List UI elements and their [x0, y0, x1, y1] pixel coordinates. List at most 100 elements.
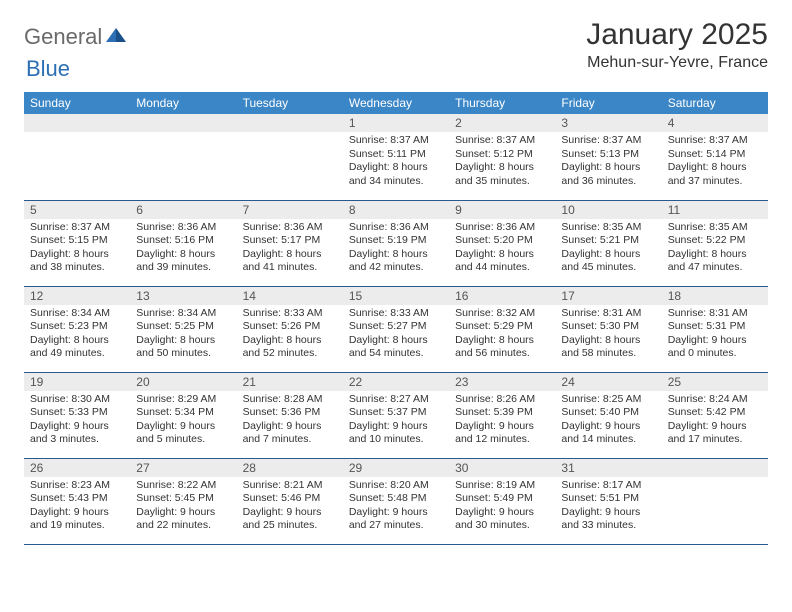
weekday-header: Saturday [662, 92, 768, 114]
day-details: Sunrise: 8:28 AMSunset: 5:36 PMDaylight:… [237, 391, 343, 452]
weekday-header: Sunday [24, 92, 130, 114]
day-number [130, 114, 236, 132]
day-number [662, 459, 768, 477]
calendar-cell: 30Sunrise: 8:19 AMSunset: 5:49 PMDayligh… [449, 458, 555, 544]
day-number: 17 [555, 287, 661, 305]
calendar-cell: 14Sunrise: 8:33 AMSunset: 5:26 PMDayligh… [237, 286, 343, 372]
calendar-cell: 15Sunrise: 8:33 AMSunset: 5:27 PMDayligh… [343, 286, 449, 372]
day-details: Sunrise: 8:20 AMSunset: 5:48 PMDaylight:… [343, 477, 449, 538]
day-number: 30 [449, 459, 555, 477]
day-number: 3 [555, 114, 661, 132]
day-details: Sunrise: 8:36 AMSunset: 5:16 PMDaylight:… [130, 219, 236, 280]
day-number: 29 [343, 459, 449, 477]
day-details: Sunrise: 8:37 AMSunset: 5:11 PMDaylight:… [343, 132, 449, 193]
day-details: Sunrise: 8:31 AMSunset: 5:31 PMDaylight:… [662, 305, 768, 366]
day-number: 16 [449, 287, 555, 305]
day-number: 11 [662, 201, 768, 219]
day-number: 2 [449, 114, 555, 132]
day-number: 19 [24, 373, 130, 391]
day-number: 24 [555, 373, 661, 391]
logo-mark-icon [106, 26, 128, 49]
day-number: 10 [555, 201, 661, 219]
day-number: 28 [237, 459, 343, 477]
day-number: 15 [343, 287, 449, 305]
calendar-cell: 1Sunrise: 8:37 AMSunset: 5:11 PMDaylight… [343, 114, 449, 200]
day-number: 13 [130, 287, 236, 305]
day-number [237, 114, 343, 132]
weekday-header: Tuesday [237, 92, 343, 114]
logo: General [24, 18, 130, 50]
calendar-cell [130, 114, 236, 200]
day-details: Sunrise: 8:22 AMSunset: 5:45 PMDaylight:… [130, 477, 236, 538]
day-number: 9 [449, 201, 555, 219]
calendar-body: 1Sunrise: 8:37 AMSunset: 5:11 PMDaylight… [24, 114, 768, 544]
day-details: Sunrise: 8:31 AMSunset: 5:30 PMDaylight:… [555, 305, 661, 366]
weekday-header: Thursday [449, 92, 555, 114]
calendar-cell: 22Sunrise: 8:27 AMSunset: 5:37 PMDayligh… [343, 372, 449, 458]
day-number: 23 [449, 373, 555, 391]
calendar-cell: 2Sunrise: 8:37 AMSunset: 5:12 PMDaylight… [449, 114, 555, 200]
day-details: Sunrise: 8:30 AMSunset: 5:33 PMDaylight:… [24, 391, 130, 452]
day-number: 22 [343, 373, 449, 391]
day-details: Sunrise: 8:37 AMSunset: 5:13 PMDaylight:… [555, 132, 661, 193]
day-number: 25 [662, 373, 768, 391]
calendar-week-row: 12Sunrise: 8:34 AMSunset: 5:23 PMDayligh… [24, 286, 768, 372]
calendar-cell: 25Sunrise: 8:24 AMSunset: 5:42 PMDayligh… [662, 372, 768, 458]
day-number: 4 [662, 114, 768, 132]
calendar-cell: 6Sunrise: 8:36 AMSunset: 5:16 PMDaylight… [130, 200, 236, 286]
day-details: Sunrise: 8:26 AMSunset: 5:39 PMDaylight:… [449, 391, 555, 452]
calendar-week-row: 1Sunrise: 8:37 AMSunset: 5:11 PMDaylight… [24, 114, 768, 200]
day-details: Sunrise: 8:33 AMSunset: 5:27 PMDaylight:… [343, 305, 449, 366]
calendar-cell: 5Sunrise: 8:37 AMSunset: 5:15 PMDaylight… [24, 200, 130, 286]
day-number: 6 [130, 201, 236, 219]
day-details: Sunrise: 8:19 AMSunset: 5:49 PMDaylight:… [449, 477, 555, 538]
calendar-cell: 20Sunrise: 8:29 AMSunset: 5:34 PMDayligh… [130, 372, 236, 458]
calendar-cell: 17Sunrise: 8:31 AMSunset: 5:30 PMDayligh… [555, 286, 661, 372]
logo-text-general: General [24, 24, 102, 50]
day-details: Sunrise: 8:24 AMSunset: 5:42 PMDaylight:… [662, 391, 768, 452]
day-number: 21 [237, 373, 343, 391]
weekday-header: Monday [130, 92, 236, 114]
calendar-cell: 7Sunrise: 8:36 AMSunset: 5:17 PMDaylight… [237, 200, 343, 286]
calendar-cell: 3Sunrise: 8:37 AMSunset: 5:13 PMDaylight… [555, 114, 661, 200]
day-number: 31 [555, 459, 661, 477]
day-number: 18 [662, 287, 768, 305]
calendar-week-row: 26Sunrise: 8:23 AMSunset: 5:43 PMDayligh… [24, 458, 768, 544]
calendar-table: SundayMondayTuesdayWednesdayThursdayFrid… [24, 92, 768, 545]
day-details: Sunrise: 8:37 AMSunset: 5:12 PMDaylight:… [449, 132, 555, 193]
day-details: Sunrise: 8:33 AMSunset: 5:26 PMDaylight:… [237, 305, 343, 366]
calendar-cell: 4Sunrise: 8:37 AMSunset: 5:14 PMDaylight… [662, 114, 768, 200]
weekday-header: Wednesday [343, 92, 449, 114]
day-details: Sunrise: 8:17 AMSunset: 5:51 PMDaylight:… [555, 477, 661, 538]
day-number: 26 [24, 459, 130, 477]
calendar-cell: 19Sunrise: 8:30 AMSunset: 5:33 PMDayligh… [24, 372, 130, 458]
calendar-cell: 9Sunrise: 8:36 AMSunset: 5:20 PMDaylight… [449, 200, 555, 286]
day-number: 1 [343, 114, 449, 132]
calendar-cell: 10Sunrise: 8:35 AMSunset: 5:21 PMDayligh… [555, 200, 661, 286]
calendar-cell: 24Sunrise: 8:25 AMSunset: 5:40 PMDayligh… [555, 372, 661, 458]
day-number [24, 114, 130, 132]
calendar-cell: 21Sunrise: 8:28 AMSunset: 5:36 PMDayligh… [237, 372, 343, 458]
day-number: 27 [130, 459, 236, 477]
calendar-cell: 13Sunrise: 8:34 AMSunset: 5:25 PMDayligh… [130, 286, 236, 372]
day-details: Sunrise: 8:21 AMSunset: 5:46 PMDaylight:… [237, 477, 343, 538]
calendar-cell: 31Sunrise: 8:17 AMSunset: 5:51 PMDayligh… [555, 458, 661, 544]
calendar-week-row: 19Sunrise: 8:30 AMSunset: 5:33 PMDayligh… [24, 372, 768, 458]
day-details: Sunrise: 8:25 AMSunset: 5:40 PMDaylight:… [555, 391, 661, 452]
calendar-cell: 18Sunrise: 8:31 AMSunset: 5:31 PMDayligh… [662, 286, 768, 372]
weekday-header: Friday [555, 92, 661, 114]
day-number: 14 [237, 287, 343, 305]
day-details: Sunrise: 8:35 AMSunset: 5:22 PMDaylight:… [662, 219, 768, 280]
day-number: 8 [343, 201, 449, 219]
weekday-header-row: SundayMondayTuesdayWednesdayThursdayFrid… [24, 92, 768, 114]
day-details: Sunrise: 8:32 AMSunset: 5:29 PMDaylight:… [449, 305, 555, 366]
day-details: Sunrise: 8:37 AMSunset: 5:15 PMDaylight:… [24, 219, 130, 280]
page-title: January 2025 [586, 18, 768, 52]
day-details: Sunrise: 8:36 AMSunset: 5:17 PMDaylight:… [237, 219, 343, 280]
day-details: Sunrise: 8:34 AMSunset: 5:25 PMDaylight:… [130, 305, 236, 366]
day-details: Sunrise: 8:36 AMSunset: 5:20 PMDaylight:… [449, 219, 555, 280]
calendar-cell: 8Sunrise: 8:36 AMSunset: 5:19 PMDaylight… [343, 200, 449, 286]
calendar-cell: 27Sunrise: 8:22 AMSunset: 5:45 PMDayligh… [130, 458, 236, 544]
day-details: Sunrise: 8:36 AMSunset: 5:19 PMDaylight:… [343, 219, 449, 280]
day-number: 12 [24, 287, 130, 305]
